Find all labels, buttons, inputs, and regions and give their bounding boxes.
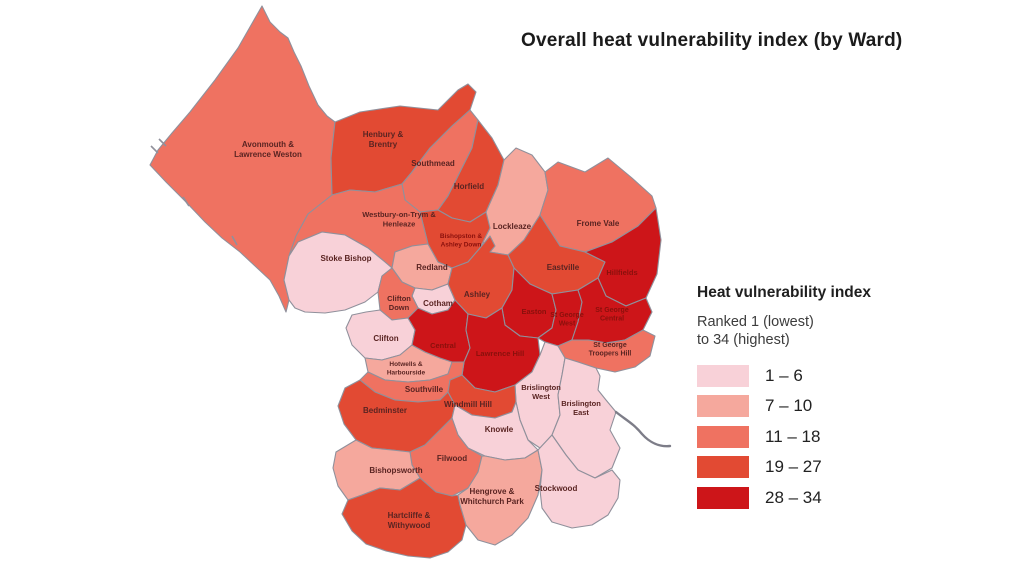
ward-label-horfield: Horfield (454, 182, 484, 191)
legend-range-label: 7 – 10 (765, 396, 813, 416)
legend-range-label: 19 – 27 (765, 457, 822, 477)
legend-subtitle-line1: Ranked 1 (lowest) (697, 314, 814, 330)
legend-item-7-10: 7 – 10 (697, 395, 927, 418)
ward-label-redland: Redland (416, 263, 448, 272)
ward-label-windmill-hill: Windmill Hill (444, 400, 492, 409)
ward-label-clifton-down: Clifton Down (387, 294, 411, 312)
legend-items: 1 – 6 7 – 10 11 – 18 19 – 27 28 – 34 (697, 364, 927, 509)
ward-label-filwood: Filwood (437, 454, 467, 463)
legend-range-label: 11 – 18 (765, 426, 821, 446)
ward-label-lawrence-hill: Lawrence Hill (476, 349, 524, 358)
ward-label-easton: Easton (521, 307, 546, 316)
river-line (614, 410, 672, 448)
legend-item-28-34: 28 – 34 (697, 486, 927, 509)
ward-label-southmead: Southmead (411, 159, 455, 168)
legend-item-11-18: 11 – 18 (697, 425, 927, 448)
ward-label-henbury-brentry: Henbury & Brentry (363, 130, 404, 149)
ward-label-ashley: Ashley (464, 290, 491, 299)
ward-label-knowle: Knowle (485, 425, 514, 434)
coastline-tick (231, 235, 238, 246)
ward-label-southville: Southville (405, 385, 444, 394)
coastline-tick (150, 145, 159, 154)
ward-label-st-george-central: St George Central (595, 307, 629, 323)
legend-range-label: 28 – 34 (765, 487, 822, 507)
ward-label-bedminster: Bedminster (363, 406, 407, 415)
ward-label-avonmouth-lawrence-weston: Avonmouth & Lawrence Weston (234, 140, 302, 159)
legend-range-label: 1 – 6 (765, 365, 803, 385)
ward-label-stoke-bishop: Stoke Bishop (320, 254, 371, 263)
ward-label-cotham: Cotham (423, 299, 453, 308)
ward-label-stockwood: Stockwood (535, 484, 578, 493)
legend-swatch-1-6 (697, 364, 749, 387)
legend-item-1-6: 1 – 6 (697, 364, 927, 387)
ward-label-westbury-on-trym-henleaze: Westbury-on-Trym & Henleaze (362, 210, 436, 229)
coastline-tick (182, 196, 190, 207)
ward-label-eastville: Eastville (547, 263, 580, 272)
ward-label-st-george-west: St George West (550, 312, 584, 328)
legend: Heat vulnerability index Ranked 1 (lowes… (697, 284, 927, 517)
legend-swatch-11-18 (697, 425, 749, 448)
ward-brislington-east (551, 357, 621, 479)
ward-label-lockleaze: Lockleaze (493, 222, 532, 231)
legend-swatch-28-34 (697, 486, 749, 509)
legend-swatch-19-27 (697, 456, 749, 479)
ward-label-clifton: Clifton (373, 334, 398, 343)
ward-label-frome-vale: Frome Vale (577, 219, 620, 228)
legend-item-19-27: 19 – 27 (697, 456, 927, 479)
ward-label-hartcliffe-withywood: Hartcliffe & Withywood (388, 511, 431, 530)
ward-label-brislington-west: Brislington West (521, 383, 561, 401)
legend-subtitle-line2: to 34 (highest) (697, 332, 790, 349)
ward-stockwood (537, 434, 621, 529)
ward-label-bishopsworth: Bishopsworth (369, 466, 422, 475)
ward-label-hengrove-whitchurch-park: Hengrove & Whitchurch Park (460, 487, 524, 506)
ward-label-hillfields: Hillfields (606, 268, 637, 277)
coastline-tick (158, 138, 167, 147)
ward-label-st-george-troopers-hill: St George Troopers Hill (589, 342, 632, 358)
ward-label-hotwells-harbourside: Hotwells & Harbourside (387, 361, 426, 377)
ward-label-brislington-east: Brislington East (561, 399, 601, 417)
ward-hengrove-whitchurch-park (457, 449, 543, 546)
figure-title: Overall heat vulnerability index (by War… (521, 30, 903, 51)
ward-label-bishopston-ashley-down: Bishopston & Ashley Down (440, 233, 483, 249)
legend-swatch-7-10 (697, 395, 749, 418)
ward-label-central: Central (430, 341, 456, 350)
legend-title: Heat vulnerability index (697, 284, 871, 301)
